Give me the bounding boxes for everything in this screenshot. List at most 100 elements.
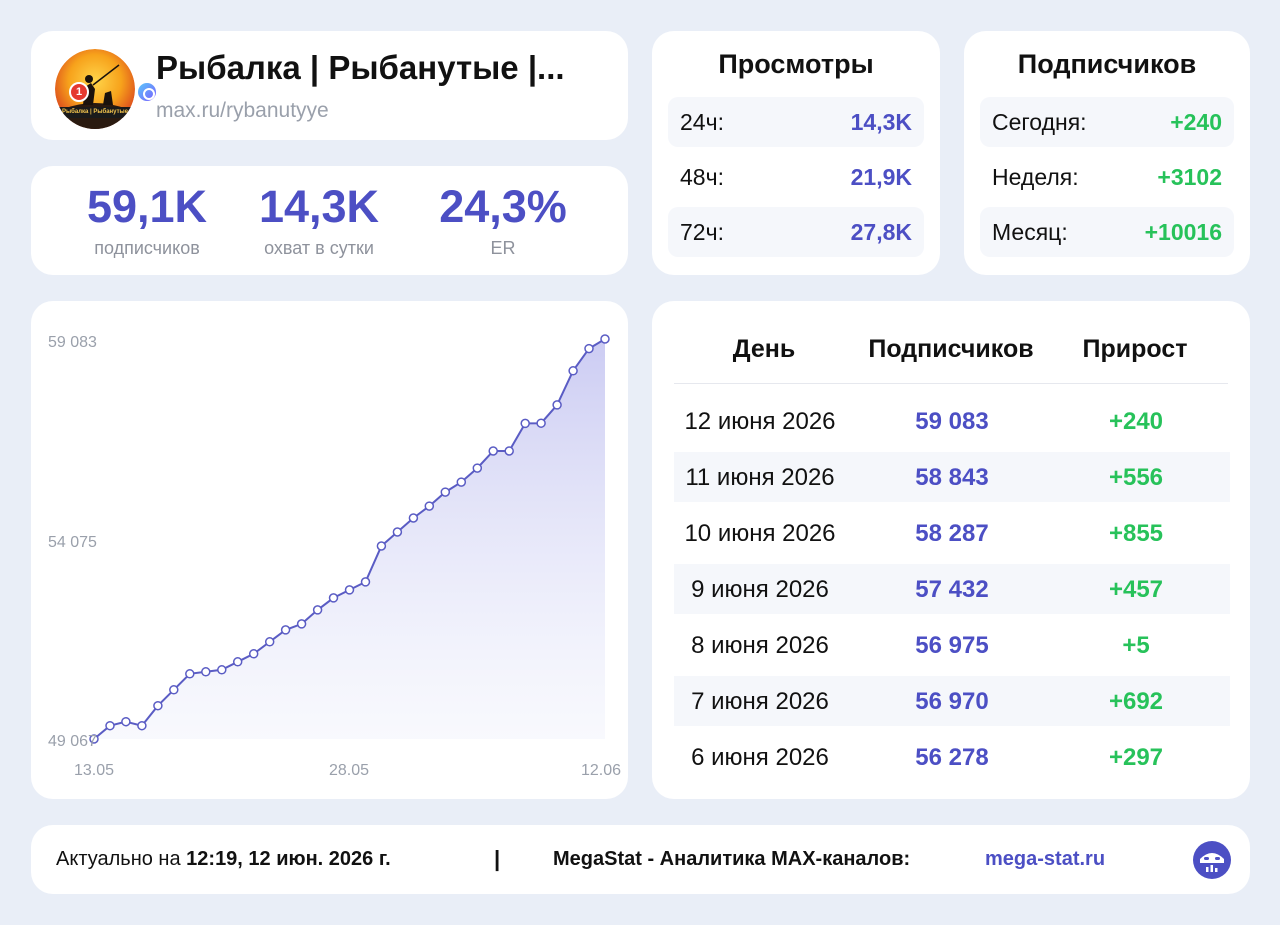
- views-period: 48ч:: [680, 163, 724, 190]
- footer-updated-prefix: Актуально на: [56, 848, 181, 870]
- stat-label: ER: [490, 238, 516, 258]
- subscribers-chart: 59 083 54 075 49 067 13.05 28.05 12.06: [48, 334, 621, 779]
- column-header-subscribers: Подписчиков: [868, 335, 1034, 363]
- chart-point[interactable]: [328, 593, 339, 603]
- chart-point[interactable]: [600, 334, 610, 344]
- views-title: Просмотры: [718, 49, 874, 79]
- subscribers-value: +240: [1170, 108, 1222, 135]
- subscribers-row: Месяц: +10016: [980, 207, 1234, 257]
- chart-point[interactable]: [296, 619, 307, 629]
- cell-growth: +855: [1108, 520, 1164, 547]
- views-period: 24ч:: [680, 108, 724, 135]
- stat-value: 14,3K: [258, 181, 380, 232]
- channel-url[interactable]: max.ru/rybanutyye: [156, 99, 329, 122]
- chart-point[interactable]: [232, 657, 243, 667]
- views-value: 21,9K: [850, 163, 912, 190]
- cell-subscribers: 57 432: [915, 576, 989, 603]
- subscribers-period: Неделя:: [992, 163, 1079, 190]
- chart-point[interactable]: [105, 720, 115, 731]
- chart-point[interactable]: [408, 513, 419, 523]
- table-row: 12 июня 2026 59 083 +240: [674, 396, 1230, 446]
- chart-point[interactable]: [488, 446, 498, 456]
- chart-point[interactable]: [584, 343, 594, 354]
- chart-point[interactable]: [185, 669, 195, 679]
- subscribers-row: Неделя: +3102: [980, 152, 1234, 202]
- chart-point[interactable]: [472, 463, 483, 473]
- cell-growth: +5: [1122, 632, 1150, 659]
- cell-subscribers: 58 287: [915, 520, 989, 547]
- x-tick-label: 12.06: [581, 762, 621, 779]
- subscribers-period: Месяц:: [992, 218, 1068, 245]
- cell-growth: +692: [1108, 688, 1164, 715]
- cell-growth: +457: [1108, 576, 1164, 603]
- cell-day: 9 июня 2026: [691, 576, 829, 603]
- chart-point[interactable]: [89, 734, 99, 744]
- cell-day: 6 июня 2026: [691, 744, 829, 771]
- cell-growth: +556: [1108, 464, 1164, 491]
- chart-point[interactable]: [376, 541, 387, 551]
- chart-point[interactable]: [344, 585, 355, 595]
- views-row: 48ч: 21,9K: [668, 152, 924, 202]
- chart-point[interactable]: [360, 577, 371, 587]
- x-tick-label: 13.05: [74, 762, 114, 779]
- avatar-sign: Рыбалка | Рыбанутые: [59, 107, 131, 118]
- daily-table-card: День Подписчиков Прирост 12 июня 2026 59…: [652, 301, 1250, 799]
- cell-day: 8 июня 2026: [691, 632, 829, 659]
- chart-point[interactable]: [504, 446, 514, 456]
- notification-badge: 1: [69, 82, 89, 102]
- stat-subscribers: 59,1K подписчиков: [67, 180, 227, 259]
- chart-point[interactable]: [424, 501, 435, 511]
- chart-point[interactable]: [153, 700, 163, 711]
- chart-point[interactable]: [201, 667, 211, 677]
- chart-point[interactable]: [137, 720, 147, 731]
- footer-site-link[interactable]: mega-stat.ru: [985, 848, 1106, 870]
- views-card: Просмотры 24ч: 14,3K 48ч: 21,9K 72ч: 27,…: [652, 31, 940, 275]
- subscribers-growth-card: Подписчиков Сегодня: +240 Неделя: +3102 …: [964, 31, 1250, 275]
- chart-point[interactable]: [456, 477, 467, 487]
- chart-point[interactable]: [312, 605, 323, 615]
- stat-er: 24,3% ER: [423, 180, 583, 259]
- stat-reach: 14,3K охват в сутки: [239, 180, 399, 259]
- cell-growth: +240: [1108, 408, 1164, 435]
- channel-title: Рыбалка | Рыбанутые |...: [156, 49, 565, 86]
- views-row: 24ч: 14,3K: [668, 97, 924, 147]
- chart-point[interactable]: [280, 625, 291, 635]
- chart-point[interactable]: [248, 649, 259, 659]
- chart-point[interactable]: [440, 487, 451, 497]
- views-value: 14,3K: [850, 108, 912, 135]
- footer: Актуально на 12:19, 12 июн. 2026 г. | Me…: [31, 825, 1250, 894]
- cell-subscribers: 56 278: [915, 744, 989, 771]
- views-period: 72ч:: [680, 218, 724, 245]
- table-row: 8 июня 2026 56 975 +5: [674, 620, 1230, 670]
- footer-updated: Актуально на 12:19, 12 июн. 2026 г.: [56, 848, 391, 871]
- chart-point[interactable]: [552, 400, 562, 410]
- stat-value: 24,3%: [439, 181, 567, 232]
- footer-updated-time: 12:19, 12 июн. 2026 г.: [186, 848, 391, 870]
- chart-point[interactable]: [169, 685, 179, 695]
- max-platform-icon: [136, 81, 158, 103]
- cell-day: 10 июня 2026: [684, 520, 836, 547]
- chart-point[interactable]: [264, 637, 275, 647]
- megastat-logo-icon[interactable]: [1191, 839, 1233, 881]
- table-row: 9 июня 2026 57 432 +457: [674, 564, 1230, 614]
- views-value: 27,8K: [850, 218, 912, 245]
- key-stats-card: 59,1K подписчиков 14,3K охват в сутки 24…: [31, 166, 628, 275]
- chart-point[interactable]: [392, 527, 403, 537]
- footer-separator: |: [494, 846, 501, 871]
- chart-point[interactable]: [568, 366, 578, 376]
- subscribers-value: +3102: [1157, 163, 1222, 190]
- chart-point[interactable]: [121, 716, 131, 727]
- chart-point[interactable]: [536, 418, 546, 428]
- subscribers-value: +10016: [1144, 218, 1222, 245]
- chart-point[interactable]: [217, 665, 227, 675]
- subscribers-period: Сегодня:: [992, 108, 1087, 135]
- chart-point[interactable]: [520, 418, 530, 429]
- cell-subscribers: 56 970: [915, 688, 989, 715]
- cell-day: 7 июня 2026: [691, 688, 829, 715]
- column-header-day: День: [732, 335, 796, 363]
- table-row: 10 июня 2026 58 287 +855: [674, 508, 1230, 558]
- x-tick-label: 28.05: [329, 762, 369, 779]
- stat-label: подписчиков: [94, 238, 200, 258]
- y-tick-label: 59 083: [48, 334, 97, 351]
- channel-avatar[interactable]: Рыбалка | Рыбанутые: [55, 49, 135, 129]
